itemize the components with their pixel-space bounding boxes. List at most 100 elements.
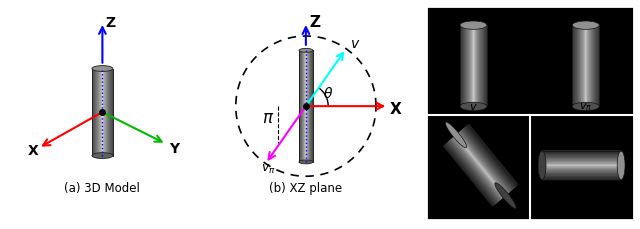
Bar [542,163,621,164]
Bar [590,26,591,107]
Text: $v$: $v$ [469,101,478,111]
Text: $\pi$: $\pi$ [262,109,275,126]
Bar [542,158,621,160]
Bar [575,26,577,107]
Bar [466,26,467,107]
Polygon shape [452,138,503,199]
Bar [542,172,621,173]
Bar [542,171,621,172]
Bar [542,155,621,156]
Bar [467,26,468,107]
Bar [542,166,621,167]
Polygon shape [444,145,494,207]
Bar [480,26,481,107]
Bar [542,176,621,178]
Bar [484,26,485,107]
Bar [542,175,621,176]
Bar [486,26,487,107]
Bar [593,26,594,107]
Bar [542,169,621,170]
Text: $v_\pi$: $v_\pi$ [261,162,276,175]
Bar [542,161,621,162]
Bar [542,172,621,174]
Polygon shape [444,144,495,206]
Bar [542,156,621,157]
Bar [467,26,468,107]
Bar [481,26,482,107]
Text: Z: Z [309,15,320,30]
Ellipse shape [460,22,487,30]
Polygon shape [449,141,499,202]
Bar [542,157,621,158]
Bar [463,26,465,107]
Polygon shape [451,138,502,200]
Polygon shape [450,139,501,201]
Text: Z: Z [106,16,115,30]
Bar [542,153,621,154]
Polygon shape [446,143,497,204]
Bar [585,26,586,107]
Bar [478,26,479,107]
Text: X: X [390,101,401,116]
Bar [542,168,621,169]
Bar [542,155,621,156]
Bar [485,26,486,107]
Bar [594,26,595,107]
Bar [542,168,621,169]
Bar [585,26,587,107]
Bar [574,26,575,107]
Ellipse shape [572,103,599,111]
Polygon shape [454,135,506,197]
Bar [542,164,621,165]
Bar [591,26,592,107]
Text: X: X [28,143,39,157]
Bar [542,160,621,161]
Bar [584,26,586,107]
Polygon shape [457,133,508,195]
Bar [542,152,621,153]
Bar [588,26,589,107]
Bar [472,26,473,107]
Bar [475,26,476,107]
Bar [595,26,596,107]
Polygon shape [447,142,497,204]
Bar [484,26,486,107]
Bar [596,26,597,107]
Polygon shape [451,139,501,200]
Text: Y: Y [169,141,179,155]
Bar [542,178,621,179]
Bar [479,26,481,107]
Polygon shape [455,135,506,196]
Bar [474,26,476,107]
Polygon shape [465,126,516,188]
Bar [461,26,463,107]
Bar [578,26,580,107]
Bar [578,26,579,107]
Bar [542,164,621,166]
Text: (a) 3D Model: (a) 3D Model [65,182,140,195]
Polygon shape [445,143,497,205]
Polygon shape [461,129,513,191]
Bar [591,26,593,107]
Polygon shape [445,144,496,205]
Text: $v$: $v$ [350,36,360,50]
Polygon shape [461,130,512,191]
Bar [572,26,573,107]
Bar [583,26,584,107]
Bar [542,177,621,179]
Polygon shape [458,132,509,194]
Bar [542,165,621,166]
Bar [474,26,476,107]
Bar [479,26,480,107]
Bar [542,154,621,155]
Bar [542,160,621,161]
Bar [580,26,581,107]
Polygon shape [459,131,510,193]
Bar [579,26,580,107]
Bar [597,26,598,107]
Bar [542,175,621,177]
Polygon shape [443,145,494,207]
Bar [588,26,589,107]
Polygon shape [451,138,502,200]
Bar [474,26,475,107]
